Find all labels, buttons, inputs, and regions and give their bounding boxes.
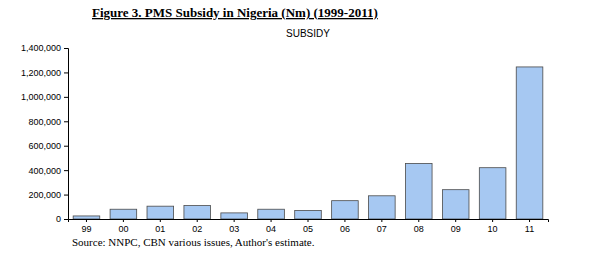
x-tick-mark bbox=[455, 219, 456, 222]
x-tick-label: 06 bbox=[340, 224, 350, 234]
bar bbox=[405, 163, 432, 219]
x-tick-mark bbox=[381, 219, 382, 222]
x-tick: 10 bbox=[488, 219, 498, 234]
x-tick-mark bbox=[271, 219, 272, 222]
y-tick: 400,000 bbox=[28, 166, 68, 176]
y-tick-label: 600,000 bbox=[28, 141, 61, 151]
x-tick: 04 bbox=[266, 219, 276, 234]
x-tick: 08 bbox=[414, 219, 424, 234]
y-tick: 1,200,000 bbox=[21, 68, 68, 78]
x-tick-mark bbox=[492, 219, 493, 222]
y-tick: 0 bbox=[56, 214, 68, 224]
y-tick-label: 1,200,000 bbox=[21, 68, 61, 78]
x-tick-mark bbox=[418, 219, 419, 222]
bars bbox=[73, 67, 543, 219]
x-tick-mark bbox=[197, 219, 198, 222]
bar bbox=[516, 67, 543, 219]
plot-area: 0 200,000 400,000 600,000 800,000 1,000,000 1,… bbox=[21, 43, 549, 234]
y-axis: 0 200,000 400,000 600,000 800,000 1,000,000 1,… bbox=[21, 43, 69, 224]
y-tick: 1,400,000 bbox=[21, 43, 68, 53]
y-tick-mark bbox=[64, 97, 68, 98]
x-tick-label: 00 bbox=[118, 224, 128, 234]
y-tick-mark bbox=[64, 72, 68, 73]
x-tick: 07 bbox=[377, 219, 387, 234]
source-note: Source: NNPC, CBN various issues, Author… bbox=[72, 236, 315, 248]
y-tick-mark bbox=[64, 48, 68, 49]
x-axis: 99 00 01 02 03 04 05 06 07 08 09 10 11 bbox=[69, 219, 549, 234]
bar bbox=[147, 206, 174, 219]
bar bbox=[258, 209, 285, 219]
x-tick: 01 bbox=[155, 219, 165, 234]
y-tick-mark bbox=[64, 146, 68, 147]
y-tick: 200,000 bbox=[28, 190, 68, 200]
y-tick-mark bbox=[64, 121, 68, 122]
y-tick: 1,000,000 bbox=[21, 92, 68, 102]
chart: Figure 3. PMS Subsidy in Nigeria (Nm) (1… bbox=[0, 0, 589, 266]
x-tick: 03 bbox=[229, 219, 239, 234]
x-axis-line bbox=[69, 220, 549, 223]
x-tick-mark bbox=[86, 219, 87, 222]
x-tick-mark bbox=[308, 219, 309, 222]
x-tick-label: 11 bbox=[525, 224, 534, 234]
bar bbox=[73, 216, 100, 219]
chart-title: Figure 3. PMS Subsidy in Nigeria (Nm) (1… bbox=[92, 5, 378, 20]
y-tick-label: 200,000 bbox=[28, 190, 61, 200]
y-tick-label: 1,400,000 bbox=[21, 43, 61, 53]
x-tick-label: 03 bbox=[229, 224, 239, 234]
y-axis-line bbox=[64, 49, 69, 220]
chart-subtitle: SUBSIDY bbox=[286, 28, 330, 39]
x-tick: 02 bbox=[192, 219, 202, 234]
x-tick: 00 bbox=[118, 219, 128, 234]
bar bbox=[479, 168, 506, 219]
x-tick-label: 10 bbox=[488, 224, 498, 234]
y-tick: 600,000 bbox=[28, 141, 68, 151]
bar bbox=[110, 209, 137, 219]
bar bbox=[295, 210, 322, 219]
x-tick: 05 bbox=[303, 219, 313, 234]
x-tick: 11 bbox=[525, 219, 534, 234]
y-tick-mark bbox=[64, 195, 68, 196]
bar bbox=[442, 190, 469, 219]
y-tick-mark bbox=[64, 170, 68, 171]
x-tick-mark bbox=[529, 219, 530, 222]
x-tick: 99 bbox=[81, 219, 91, 234]
x-tick: 06 bbox=[340, 219, 350, 234]
x-tick-label: 09 bbox=[451, 224, 461, 234]
x-tick-label: 07 bbox=[377, 224, 387, 234]
x-tick-mark bbox=[344, 219, 345, 222]
x-tick-mark bbox=[123, 219, 124, 222]
x-tick-label: 04 bbox=[266, 224, 276, 234]
x-tick-mark bbox=[160, 219, 161, 222]
y-tick-mark bbox=[64, 219, 68, 220]
x-tick-label: 99 bbox=[81, 224, 91, 234]
bar bbox=[184, 206, 211, 219]
bar bbox=[221, 213, 248, 219]
x-tick: 09 bbox=[451, 219, 461, 234]
x-tick-label: 05 bbox=[303, 224, 313, 234]
y-tick-label: 800,000 bbox=[28, 117, 61, 127]
x-tick-label: 02 bbox=[192, 224, 202, 234]
y-tick-label: 1,000,000 bbox=[21, 92, 61, 102]
bar bbox=[332, 201, 359, 219]
x-tick-label: 08 bbox=[414, 224, 424, 234]
bar bbox=[369, 196, 396, 219]
y-tick: 800,000 bbox=[28, 117, 68, 127]
x-tick-label: 01 bbox=[155, 224, 165, 234]
x-tick-mark bbox=[234, 219, 235, 222]
y-tick-label: 0 bbox=[56, 214, 61, 224]
y-tick-label: 400,000 bbox=[28, 166, 61, 176]
